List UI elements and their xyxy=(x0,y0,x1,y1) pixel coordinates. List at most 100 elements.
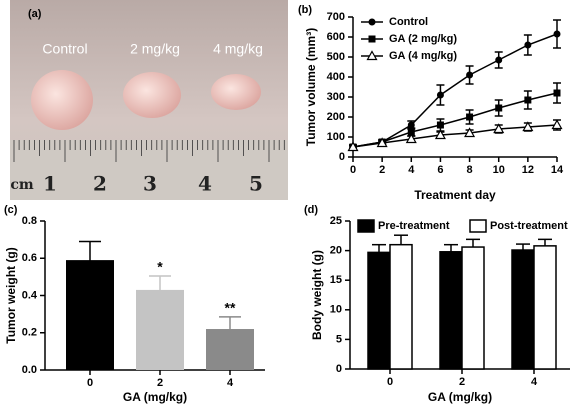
bar xyxy=(367,251,391,370)
marker xyxy=(495,56,503,64)
panel-label: (d) xyxy=(304,204,318,216)
x-axis-label: Treatment day xyxy=(414,188,496,202)
ruler-label: 1 xyxy=(43,172,57,196)
y-tick-label: 5 xyxy=(336,333,342,345)
panel-label: (c) xyxy=(4,204,18,216)
panel-label: (a) xyxy=(28,8,42,20)
marker xyxy=(493,123,505,134)
bar xyxy=(511,249,535,370)
bar xyxy=(136,289,184,370)
y-tick-label: 0 xyxy=(339,151,345,163)
y-tick-label: 300 xyxy=(327,91,345,103)
x-tick-label: 8 xyxy=(467,164,473,176)
x-tick-label: 2 xyxy=(157,377,163,389)
marker xyxy=(464,127,476,138)
y-tick-label: 400 xyxy=(327,71,345,83)
bar xyxy=(533,245,557,370)
y-tick-label: 15 xyxy=(330,274,342,286)
photo-label: 4 mg/kg xyxy=(213,41,263,57)
bar xyxy=(439,251,463,370)
bar xyxy=(389,243,413,370)
y-axis-label: Tumor volume (mm³) xyxy=(304,28,318,146)
marker xyxy=(434,129,446,140)
marker xyxy=(522,121,534,132)
x-axis-label: GA (mg/kg) xyxy=(123,390,187,404)
marker xyxy=(524,96,532,104)
legend-label: Pre-treatment xyxy=(378,220,450,232)
significance-label: ** xyxy=(225,300,236,316)
y-tick-label: 0.0 xyxy=(22,364,37,376)
y-tick-label: 500 xyxy=(327,51,345,63)
tumor xyxy=(123,72,181,118)
legend-marker xyxy=(368,35,376,43)
marker xyxy=(466,71,474,79)
x-tick-label: 0 xyxy=(387,376,393,388)
ruler-label: 4 xyxy=(198,172,212,196)
y-tick-label: 200 xyxy=(327,111,345,123)
x-tick-label: 2 xyxy=(459,376,465,388)
x-tick-label: 0 xyxy=(87,377,93,389)
ruler-ticks xyxy=(13,140,285,162)
ruler-label: cm xyxy=(10,177,34,193)
y-tick-label: 25 xyxy=(330,215,342,227)
series-line xyxy=(352,92,558,148)
y-tick-label: 0.4 xyxy=(22,289,38,301)
bar xyxy=(206,329,254,370)
x-tick-label: 4 xyxy=(227,377,234,389)
x-tick-label: 14 xyxy=(551,164,564,176)
marker xyxy=(347,141,359,152)
x-tick-label: 4 xyxy=(531,376,538,388)
legend-label: Control xyxy=(389,16,428,28)
ruler xyxy=(10,140,288,200)
panel-label: (b) xyxy=(298,4,312,16)
tumor xyxy=(31,70,93,130)
marker xyxy=(495,104,503,112)
photo-label: 2 mg/kg xyxy=(130,41,180,57)
y-tick-label: 10 xyxy=(330,304,342,316)
x-tick-label: 10 xyxy=(493,164,505,176)
y-tick-label: 0.8 xyxy=(22,215,37,227)
legend-swatch xyxy=(469,219,487,233)
ruler-label: 2 xyxy=(93,172,107,196)
marker xyxy=(551,119,563,130)
photo-label: Control xyxy=(42,41,87,57)
x-tick-label: 0 xyxy=(350,164,356,176)
marker xyxy=(524,41,532,49)
marker xyxy=(405,133,417,144)
marker xyxy=(407,128,415,136)
x-tick-label: 6 xyxy=(437,164,443,176)
y-tick-label: 0 xyxy=(336,363,342,375)
marker xyxy=(376,137,388,148)
legend-label: GA (2 mg/kg) xyxy=(389,33,457,45)
bar xyxy=(461,246,485,370)
tumor xyxy=(211,74,261,110)
legend-label: GA (4 mg/kg) xyxy=(389,50,457,62)
legend-marker xyxy=(366,50,378,61)
photo: (a) Control 2 mg/kg 4 mg/kg cm 1 2 3 4 5 xyxy=(10,0,288,200)
y-tick-label: 0.2 xyxy=(22,327,37,339)
x-tick-label: 2 xyxy=(379,164,385,176)
y-tick-label: 700 xyxy=(327,11,345,23)
bar xyxy=(66,260,114,370)
x-tick-label: 4 xyxy=(408,164,415,176)
marker xyxy=(436,121,444,129)
marker xyxy=(436,91,444,99)
x-tick-label: 12 xyxy=(522,164,534,176)
marker xyxy=(553,89,561,97)
y-tick-label: 0.6 xyxy=(22,252,37,264)
marker xyxy=(407,121,415,129)
ruler-label: 3 xyxy=(143,172,157,196)
marker xyxy=(466,113,474,121)
y-tick-label: 600 xyxy=(327,31,345,43)
marker xyxy=(553,30,561,38)
series-line xyxy=(352,124,558,148)
ruler-label: 5 xyxy=(249,172,263,196)
series-line xyxy=(352,33,558,148)
legend-label: Post-treatment xyxy=(490,220,568,232)
significance-label: * xyxy=(157,259,163,275)
y-axis-label: Body weight (g) xyxy=(310,250,324,340)
y-tick-label: 20 xyxy=(330,245,342,257)
legend-marker xyxy=(368,18,376,26)
